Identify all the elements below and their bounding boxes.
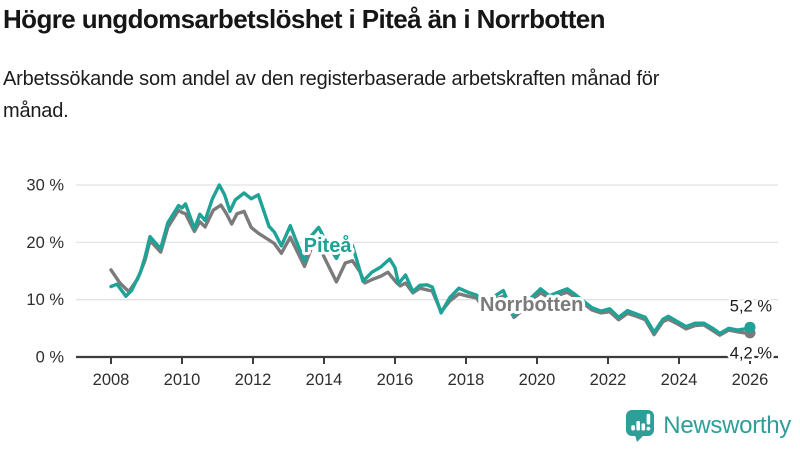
chart-title: Högre ungdomsarbetslöshet i Piteå än i N… <box>3 4 606 34</box>
pite-series-label: Piteå <box>304 234 353 257</box>
chart-subtitle: Arbetssökande som andel av den registerb… <box>3 68 660 122</box>
x-axis-label: 2010 <box>164 371 201 389</box>
x-axis-label: 2018 <box>448 371 485 389</box>
y-axis-label: 30 % <box>26 177 64 195</box>
norrbotten-line <box>109 203 752 337</box>
pite-line <box>109 183 752 336</box>
norrbotten-series-label: Norrbotten <box>480 294 583 316</box>
pite-end-dot <box>744 321 756 333</box>
x-axis-label: 2008 <box>93 371 130 389</box>
x-axis-label: 2014 <box>306 371 343 389</box>
x-axis-label: 2022 <box>590 371 627 389</box>
y-axis-label: 10 % <box>26 291 64 309</box>
newsworthy-logo: Newsworthy <box>625 409 791 442</box>
norrbotten-end-value-label: 4,2 % <box>730 344 773 362</box>
x-axis-label: 2016 <box>377 371 414 389</box>
newsworthy-chart-bubble-icon <box>626 410 655 442</box>
x-axis-label: 2024 <box>661 371 698 389</box>
y-axis-label: 20 % <box>26 234 64 252</box>
y-axis-label: 0 % <box>36 349 65 367</box>
x-axis-label: 2026 <box>732 371 769 389</box>
x-axis-label: 2020 <box>519 371 556 389</box>
newsworthy-wordmark: Newsworthy <box>663 411 791 439</box>
pite-end-value-label: 5,2 % <box>730 298 773 316</box>
x-axis-label: 2012 <box>235 371 272 389</box>
